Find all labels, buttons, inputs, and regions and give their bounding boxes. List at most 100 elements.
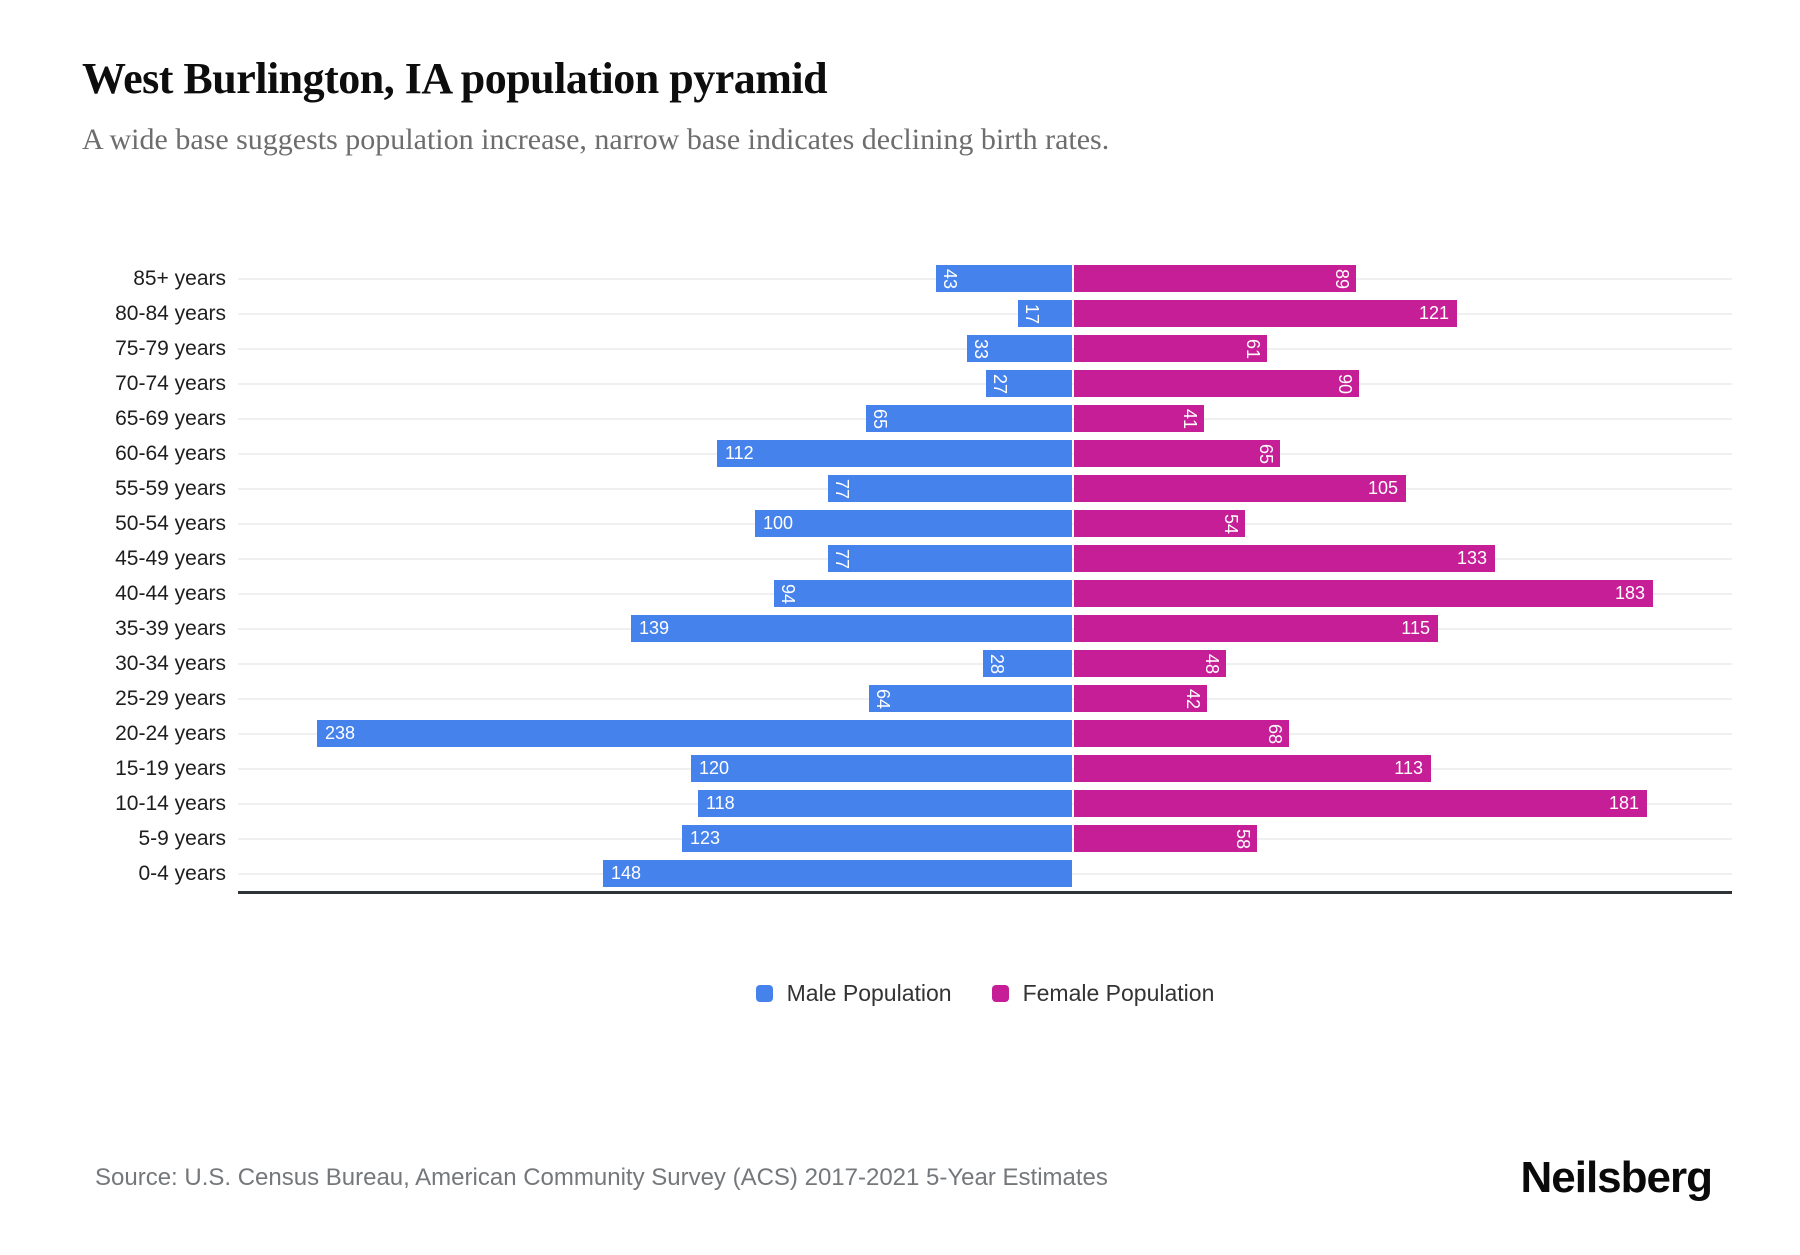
bar-value-label: 115 xyxy=(1401,618,1430,639)
bar-value-label: 77 xyxy=(832,478,852,499)
male-bar[interactable]: 17 xyxy=(1018,300,1072,328)
female-bar[interactable]: 90 xyxy=(1074,370,1359,398)
bar-value-label: 28 xyxy=(987,653,1007,674)
female-bar[interactable]: 48 xyxy=(1074,650,1226,678)
male-legend-label: Male Population xyxy=(786,980,952,1007)
pyramid-row: 60-64 years 112 65 xyxy=(0,436,1800,471)
female-bar[interactable]: 181 xyxy=(1074,790,1647,818)
row-plot: 43 89 xyxy=(238,261,1732,296)
footer: Source: U.S. Census Bureau, American Com… xyxy=(95,1153,1713,1203)
female-bar[interactable]: 89 xyxy=(1074,265,1356,293)
pyramid-row: 65-69 years 65 41 xyxy=(0,401,1800,436)
female-bar[interactable]: 113 xyxy=(1074,755,1431,783)
bar-value-label: 238 xyxy=(325,723,356,744)
male-bar[interactable]: 64 xyxy=(869,685,1072,713)
male-bar[interactable]: 148 xyxy=(603,860,1072,888)
bar-value-label: 64 xyxy=(873,688,893,709)
male-bar[interactable]: 77 xyxy=(828,475,1072,503)
row-plot: 118 181 xyxy=(238,786,1732,821)
male-bar[interactable]: 65 xyxy=(866,405,1072,433)
bar-value-label: 181 xyxy=(1608,793,1639,814)
female-bar[interactable]: 115 xyxy=(1074,615,1438,643)
legend-item-female[interactable]: Female Population xyxy=(991,980,1214,1007)
male-bar[interactable]: 43 xyxy=(936,265,1072,293)
female-bar[interactable]: 61 xyxy=(1074,335,1267,363)
bar-value-label: 42 xyxy=(1183,688,1203,709)
row-plot: 139 115 xyxy=(238,611,1732,646)
male-bar[interactable]: 123 xyxy=(682,825,1072,853)
age-group-label: 5-9 years xyxy=(138,826,226,850)
male-bar[interactable]: 77 xyxy=(828,545,1072,573)
row-plot: 33 61 xyxy=(238,331,1732,366)
female-bar[interactable]: 68 xyxy=(1074,720,1289,748)
row-plot: 77 133 xyxy=(238,541,1732,576)
chart-subtitle: A wide base suggests population increase… xyxy=(82,123,1110,157)
age-group-label: 65-69 years xyxy=(115,406,226,430)
age-group-label: 50-54 years xyxy=(115,511,226,535)
bar-value-label: 123 xyxy=(690,828,721,849)
pyramid-row: 85+ years 43 89 xyxy=(0,261,1800,296)
female-bar[interactable]: 58 xyxy=(1074,825,1257,853)
male-bar[interactable]: 112 xyxy=(717,440,1072,468)
row-plot: 123 58 xyxy=(238,821,1732,856)
male-bar[interactable]: 33 xyxy=(967,335,1072,363)
age-group-label: 35-39 years xyxy=(115,616,226,640)
age-group-label: 70-74 years xyxy=(115,371,226,395)
pyramid-row: 0-4 years 148 xyxy=(0,856,1800,891)
bar-value-label: 41 xyxy=(1180,408,1200,429)
age-group-label: 40-44 years xyxy=(115,581,226,605)
age-group-label: 20-24 years xyxy=(115,721,226,745)
male-bar[interactable]: 238 xyxy=(317,720,1072,748)
row-plot: 27 90 xyxy=(238,366,1732,401)
male-bar[interactable]: 118 xyxy=(698,790,1072,818)
male-bar[interactable]: 100 xyxy=(755,510,1072,538)
bar-value-label: 43 xyxy=(940,268,960,289)
row-plot: 100 54 xyxy=(238,506,1732,541)
bar-value-label: 105 xyxy=(1367,478,1398,499)
age-group-label: 75-79 years xyxy=(115,336,226,360)
female-bar[interactable]: 133 xyxy=(1074,545,1495,573)
female-bar[interactable]: 54 xyxy=(1074,510,1245,538)
row-plot: 28 48 xyxy=(238,646,1732,681)
chart-title: West Burlington, IA population pyramid xyxy=(82,54,828,103)
female-bar[interactable]: 105 xyxy=(1074,475,1406,503)
pyramid-row: 30-34 years 28 48 xyxy=(0,646,1800,681)
bar-value-label: 61 xyxy=(1243,338,1263,359)
bar-value-label: 133 xyxy=(1456,548,1487,569)
male-bar[interactable]: 94 xyxy=(774,580,1072,608)
row-plot: 120 113 xyxy=(238,751,1732,786)
male-bar[interactable]: 139 xyxy=(631,615,1072,643)
age-group-label: 45-49 years xyxy=(115,546,226,570)
female-bar[interactable]: 41 xyxy=(1074,405,1204,433)
bar-value-label: 33 xyxy=(971,338,991,359)
age-group-label: 10-14 years xyxy=(115,791,226,815)
population-pyramid-chart: 85+ years 43 89 80-84 years 17 121 75-79 years… xyxy=(0,261,1800,891)
pyramid-row: 50-54 years 100 54 xyxy=(0,506,1800,541)
bar-value-label: 48 xyxy=(1202,653,1222,674)
age-group-label: 25-29 years xyxy=(115,686,226,710)
row-plot: 148 xyxy=(238,856,1732,891)
row-plot: 17 121 xyxy=(238,296,1732,331)
pyramid-row: 70-74 years 27 90 xyxy=(0,366,1800,401)
female-bar[interactable]: 121 xyxy=(1074,300,1457,328)
pyramid-row: 45-49 years 77 133 xyxy=(0,541,1800,576)
female-bar[interactable]: 183 xyxy=(1074,580,1653,608)
bar-value-label: 58 xyxy=(1233,828,1253,849)
age-group-label: 85+ years xyxy=(133,266,226,290)
pyramid-row: 80-84 years 17 121 xyxy=(0,296,1800,331)
male-bar[interactable]: 120 xyxy=(691,755,1072,783)
bar-value-label: 100 xyxy=(763,513,794,534)
pyramid-row: 20-24 years 238 68 xyxy=(0,716,1800,751)
male-bar[interactable]: 28 xyxy=(983,650,1072,678)
pyramid-row: 40-44 years 94 183 xyxy=(0,576,1800,611)
female-bar[interactable]: 42 xyxy=(1074,685,1207,713)
row-plot: 112 65 xyxy=(238,436,1732,471)
row-plot: 238 68 xyxy=(238,716,1732,751)
pyramid-row: 55-59 years 77 105 xyxy=(0,471,1800,506)
row-plot: 65 41 xyxy=(238,401,1732,436)
source-text: Source: U.S. Census Bureau, American Com… xyxy=(95,1164,1108,1191)
legend-item-male[interactable]: Male Population xyxy=(755,980,952,1007)
female-bar[interactable]: 65 xyxy=(1074,440,1280,468)
age-group-label: 60-64 years xyxy=(115,441,226,465)
male-bar[interactable]: 27 xyxy=(986,370,1072,398)
